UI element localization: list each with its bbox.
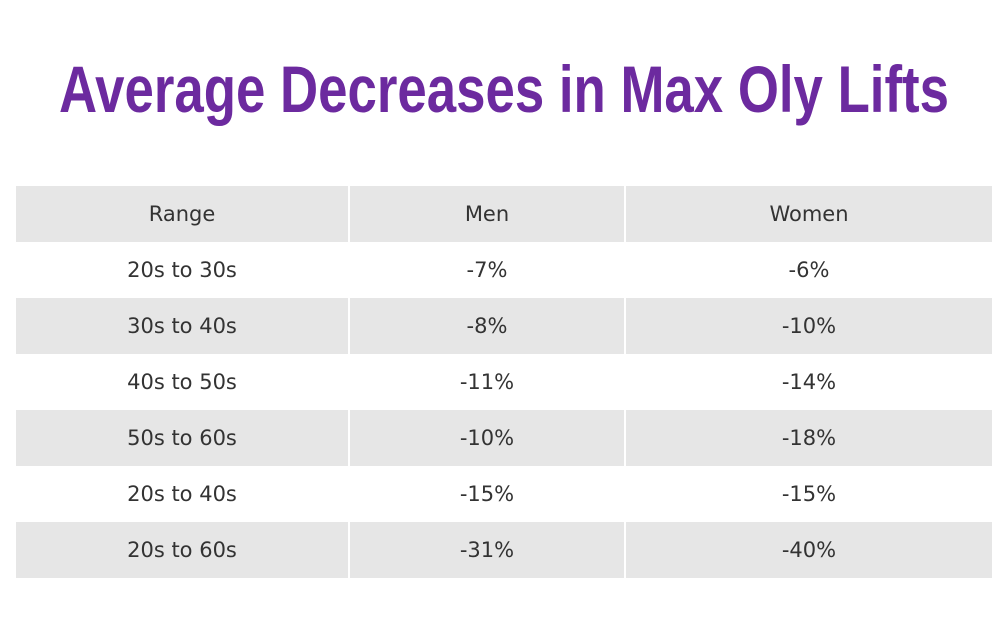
table-cell: -6% bbox=[788, 258, 830, 282]
header-cell: Women bbox=[626, 186, 992, 242]
table-cell: -40% bbox=[626, 522, 992, 578]
table-cell: -10% bbox=[350, 410, 624, 466]
table-cell: 40s to 50s bbox=[127, 370, 237, 394]
title-area: Average Decreases in Max Oly Lifts bbox=[59, 52, 949, 126]
table-cell: -31% bbox=[350, 522, 624, 578]
table-cell: -10% bbox=[626, 298, 992, 354]
table-cell: 20s to 40s bbox=[127, 482, 237, 506]
table-cell: 20s to 60s bbox=[16, 522, 348, 578]
table-cell: -11% bbox=[459, 370, 515, 394]
table-cell: -15% bbox=[459, 482, 515, 506]
table-cell: -18% bbox=[626, 410, 992, 466]
table-cell: -7% bbox=[466, 258, 508, 282]
table-cell: -15% bbox=[781, 482, 837, 506]
header-cell: Range bbox=[16, 186, 348, 242]
title: Average Decreases in Max Oly Lifts bbox=[59, 52, 949, 126]
table-cell: 30s to 40s bbox=[16, 298, 348, 354]
header-cell: Men bbox=[350, 186, 624, 242]
table-cell: 20s to 30s bbox=[127, 258, 237, 282]
table-cell: 50s to 60s bbox=[16, 410, 348, 466]
table-cell: -14% bbox=[781, 370, 837, 394]
table-cell: -8% bbox=[350, 298, 624, 354]
